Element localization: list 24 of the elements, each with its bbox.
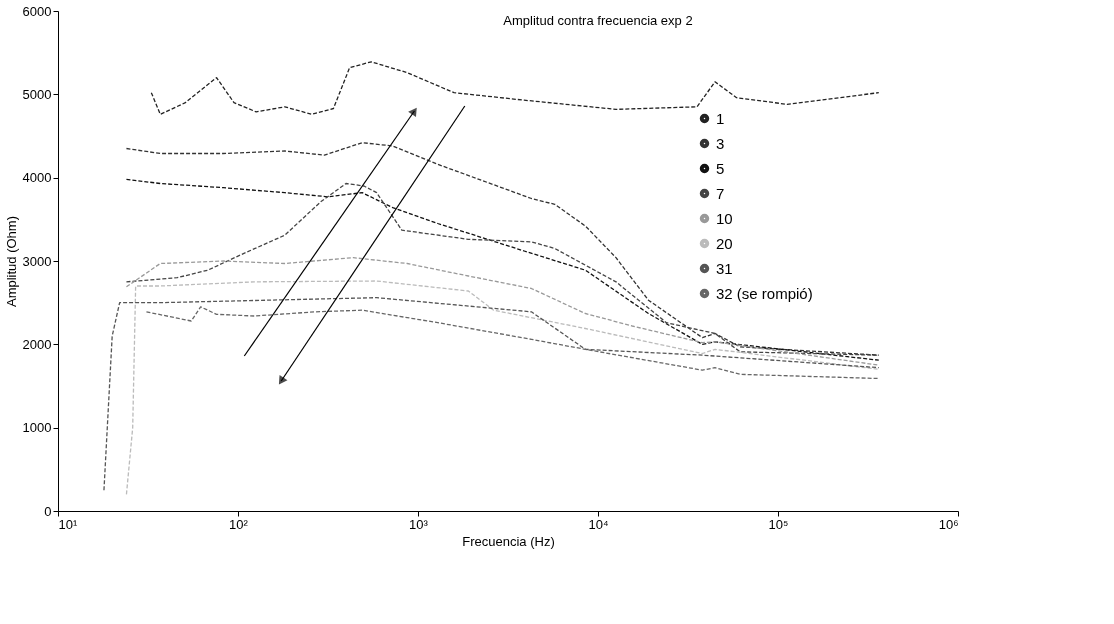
y-tick-label: 5000 xyxy=(22,86,52,102)
x-axis-title: Frecuencia (Hz) xyxy=(462,533,555,549)
legend-label: 31 xyxy=(716,259,733,277)
legend-label: 20 xyxy=(716,234,733,252)
legend-label: 5 xyxy=(716,159,725,177)
legend-label: 32 (se rompió) xyxy=(716,284,813,302)
x-tick-label: 10³ xyxy=(409,516,429,532)
y-axis-title: Amplitud (Ohm) xyxy=(3,215,19,308)
x-tick-label: 10⁵ xyxy=(768,516,789,532)
x-tick-label: 10¹ xyxy=(58,516,78,532)
x-tick-label: 10² xyxy=(229,516,249,532)
chart-title: Amplitud contra frecuencia exp 2 xyxy=(503,13,693,28)
y-tick-label: 2000 xyxy=(22,336,52,352)
y-tick-label: 0 xyxy=(44,503,52,519)
legend-label: 7 xyxy=(716,184,725,202)
legend-label: 10 xyxy=(716,209,733,227)
y-tick-label: 1000 xyxy=(22,420,52,436)
x-tick-label: 10⁶ xyxy=(938,516,959,532)
legend-label: 3 xyxy=(716,134,725,152)
x-tick-label: 10⁴ xyxy=(588,516,609,532)
legend-label: 1 xyxy=(716,109,725,127)
y-tick-label: 3000 xyxy=(22,253,52,269)
y-tick-label: 4000 xyxy=(22,170,52,186)
y-tick-label: 6000 xyxy=(22,3,52,19)
